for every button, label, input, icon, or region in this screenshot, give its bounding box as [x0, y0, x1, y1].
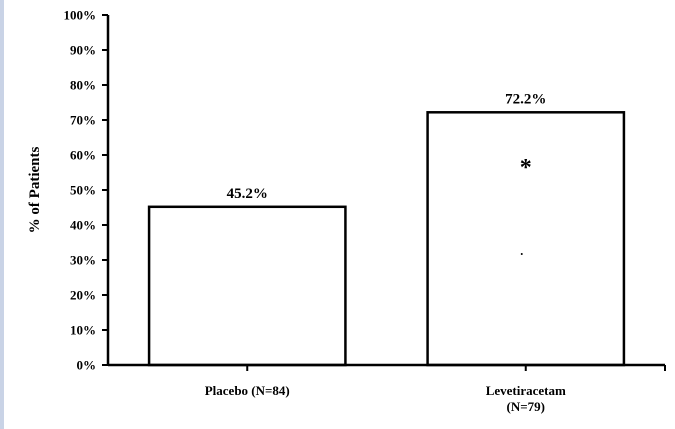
significance-annotation: * — [520, 155, 532, 181]
y-tick-label: 80% — [70, 78, 96, 93]
axes — [106, 15, 666, 371]
data-label: 72.2% — [505, 91, 546, 107]
y-tick-label: 40% — [70, 218, 96, 233]
y-tick-label: 100% — [64, 8, 97, 23]
x-tick-label: Placebo (N=84) — [205, 383, 290, 398]
y-tick-label: 90% — [70, 43, 96, 58]
left-edge-strip — [0, 0, 4, 429]
y-tick-label: 10% — [70, 323, 96, 338]
y-tick-label: 30% — [70, 253, 96, 268]
x-tick-label: Levetiracetam — [486, 383, 566, 398]
x-tick-label: (N=79) — [507, 399, 545, 414]
data-label: 45.2% — [227, 186, 268, 202]
y-axis-title: % of Patients — [27, 147, 43, 234]
bars: 45.2% Placebo (N=84) 72.2% Levetiracetam(N=… — [147, 91, 626, 414]
stray-dot — [520, 253, 523, 255]
bar — [426, 111, 626, 367]
y-tick-label: 20% — [70, 288, 96, 303]
y-tick-label: 50% — [70, 183, 96, 198]
y-axis-ticks: 0% 10% 20% 30% 40% 50% 60% 70% 80% 90% 100% — [64, 8, 108, 373]
y-tick-label: 60% — [70, 148, 96, 163]
y-tick-label: 0% — [77, 358, 97, 373]
y-tick-label: 70% — [70, 113, 96, 128]
bar — [147, 205, 347, 367]
